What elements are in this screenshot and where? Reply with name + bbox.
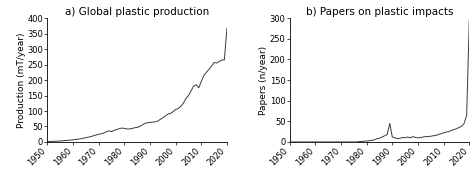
- Title: b) Papers on plastic impacts: b) Papers on plastic impacts: [306, 7, 453, 17]
- Y-axis label: Papers (n/year): Papers (n/year): [259, 46, 268, 115]
- Y-axis label: Production (mT/year): Production (mT/year): [17, 32, 26, 128]
- Title: a) Global plastic production: a) Global plastic production: [65, 7, 210, 17]
